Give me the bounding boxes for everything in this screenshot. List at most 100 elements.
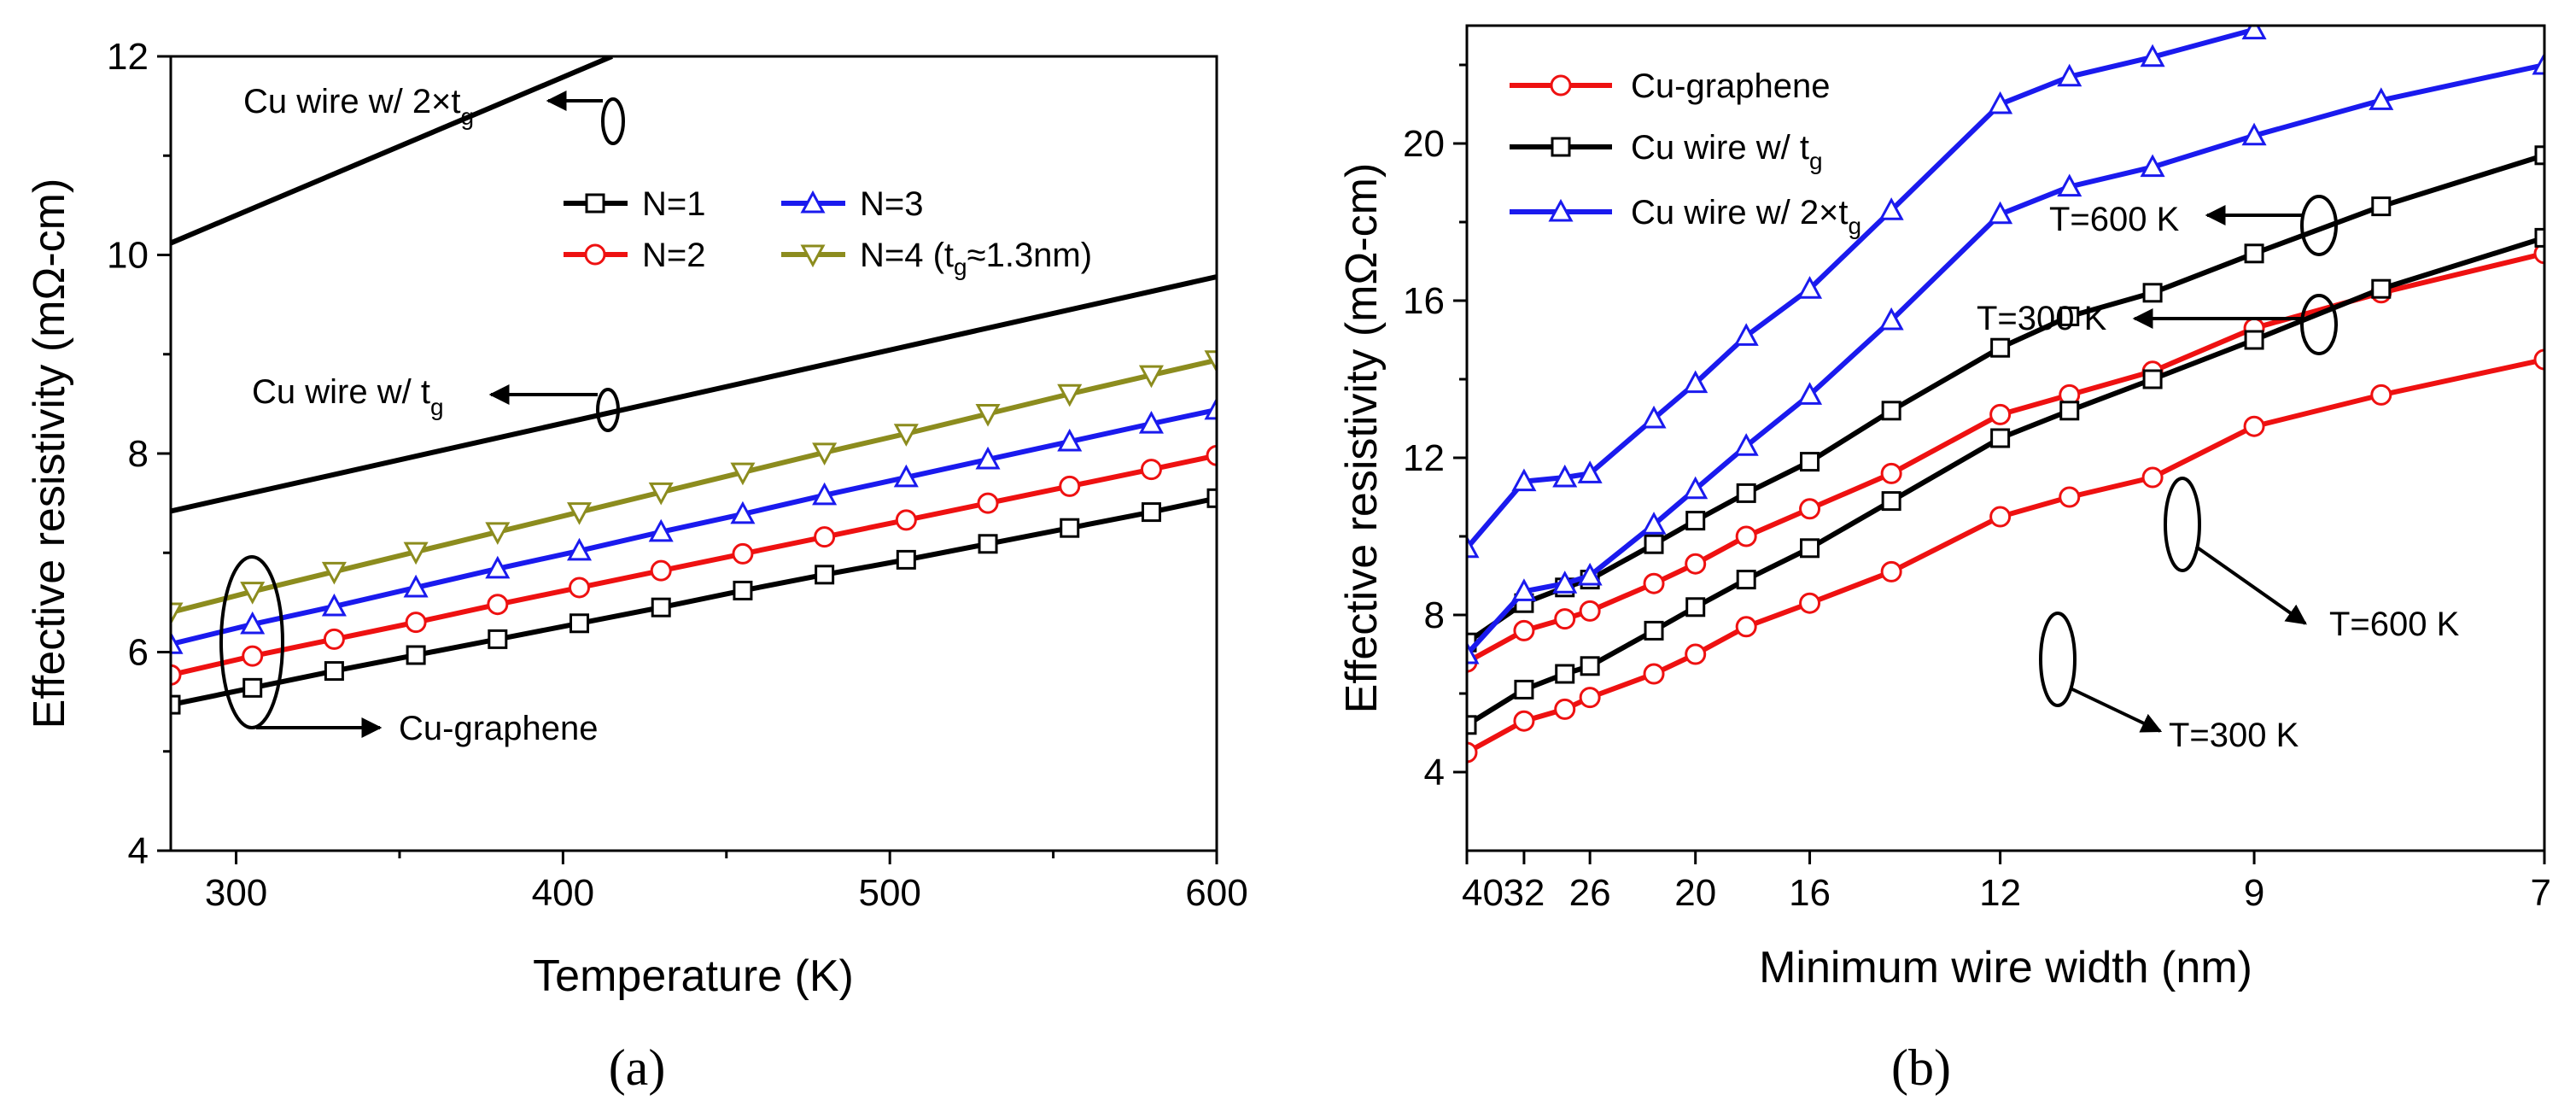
x-tick-label: 12: [1979, 872, 2021, 914]
annotation-t300-blue: T=300 K: [1977, 294, 2338, 355]
panel-a-series-cu-wire-w-tg: [171, 274, 1217, 514]
data-point: [2057, 63, 2082, 87]
y-tick-label: 4: [128, 830, 149, 872]
annotation-t300-lower: T=300 K: [2039, 612, 2299, 754]
panel-b: 40 32 26 20 16 12 9 7 4 8 12 16 20 Cu-graphene Cu wi…: [1337, 24, 2551, 1096]
y-tick-label: 8: [1424, 594, 1445, 636]
legend-label-cu-graphene: Cu-graphene: [1631, 67, 1831, 105]
panel-b-y-axis-label: Effective resistivity (mΩ-cm): [1337, 163, 1387, 714]
data-point: [1577, 460, 1603, 483]
data-point: [1735, 525, 1757, 547]
data-point: [651, 597, 671, 618]
data-point: [1800, 452, 1820, 472]
data-point: [485, 555, 511, 579]
data-point: [566, 502, 593, 525]
data-point: [2059, 486, 2081, 508]
data-point: [321, 593, 347, 617]
data-point: [1990, 428, 2011, 448]
data-point: [1513, 710, 1535, 732]
x-tick-label: 20: [1674, 872, 1716, 914]
data-point: [650, 559, 672, 582]
annotation-t600-lower-label: T=600 K: [2329, 606, 2460, 643]
data-point: [893, 464, 919, 488]
data-point: [2371, 196, 2392, 217]
data-point: [1511, 578, 1537, 601]
panel-b-series-cu-wire-w-2-tg-t-300-k: [1467, 51, 2544, 664]
annotation-t300-lower-label: T=300 K: [2169, 717, 2299, 754]
data-point: [2534, 227, 2544, 248]
data-point: [812, 482, 838, 506]
panel-b-label: (b): [1891, 1039, 1951, 1096]
data-point: [1552, 464, 1578, 488]
data-point: [1736, 570, 1756, 590]
data-point: [2141, 466, 2164, 489]
data-point: [485, 522, 511, 545]
series-line: [171, 56, 613, 246]
data-point: [815, 565, 835, 585]
data-point: [570, 613, 590, 634]
data-point: [1467, 741, 1478, 764]
series-line: [171, 357, 1217, 615]
panel-b-series-cu-wire-w-tg-t-300-k: [1467, 227, 2544, 735]
data-point: [733, 580, 753, 600]
legend-label-n3: N=3: [860, 185, 924, 223]
data-point: [895, 509, 917, 531]
series-line: [171, 274, 1217, 514]
data-point: [2371, 278, 2392, 299]
panel-a-series-n-3: [171, 396, 1217, 654]
panel-a-legend: N=1 N=3 N=2 N=4 (tg≈1.3nm): [564, 185, 1092, 280]
series-line: [171, 453, 1217, 678]
data-point: [566, 537, 593, 561]
data-point: [488, 629, 508, 649]
x-tick-label: 40: [1462, 872, 1504, 914]
data-point: [2243, 415, 2265, 437]
data-point: [2142, 283, 2163, 303]
x-tick-label: 300: [205, 872, 267, 914]
data-point: [2532, 51, 2544, 75]
panel-a-y-axis-label: Effective resistivity (mΩ-cm): [25, 179, 74, 729]
x-tick-label: 26: [1569, 872, 1611, 914]
legend-label-cu-wire-2tg: Cu wire w/ 2×tg: [1631, 194, 1861, 239]
data-point: [1644, 620, 1664, 641]
data-point: [487, 594, 509, 616]
annotation-cu-wire-2tg-label: Cu wire w/ 2×tg: [243, 83, 474, 130]
data-point: [2057, 173, 2082, 197]
data-point: [1733, 433, 1759, 456]
data-point: [1800, 538, 1820, 559]
legend-entry-cu-wire-2tg: Cu wire w/ 2×tg: [1510, 194, 1861, 239]
panel-a-series-n-4-tg-1-3nm: [171, 350, 1217, 626]
data-point: [321, 561, 347, 585]
data-point: [1988, 91, 2013, 114]
data-point: [1204, 350, 1217, 373]
data-point: [1685, 643, 1707, 665]
legend-label-cu-wire-tg: Cu wire w/ tg: [1631, 129, 1823, 174]
x-tick-label: 9: [2244, 872, 2264, 914]
annotation-cu-graphene: Cu-graphene: [219, 555, 599, 747]
annotation-t300-blue-label: T=300 K: [1977, 300, 2107, 337]
data-point: [1878, 307, 1904, 331]
data-point: [893, 424, 919, 447]
data-point: [1511, 468, 1537, 492]
data-point: [1057, 383, 1083, 407]
legend-entry-n3: N=3: [781, 185, 924, 223]
data-point: [2140, 44, 2165, 67]
data-point: [1643, 663, 1665, 685]
panel-a-label: (a): [609, 1039, 666, 1096]
data-point: [1735, 616, 1757, 638]
panel-b-series-cu-graphene-t-300-k: [1467, 348, 2544, 764]
legend-entry-cu-graphene: Cu-graphene: [1510, 67, 1831, 105]
data-point: [1685, 597, 1706, 618]
panel-b-series-cu-wire-w-2-tg-t-600-k: [1467, 26, 2267, 559]
data-point: [406, 645, 426, 665]
data-point: [1881, 401, 1901, 421]
data-point: [2369, 87, 2394, 110]
annotation-t600-blue: T=600 K: [2049, 195, 2338, 256]
data-point: [1643, 572, 1665, 594]
data-point: [171, 602, 184, 626]
y-tick-label: 8: [128, 433, 149, 475]
data-point: [1685, 553, 1707, 575]
data-point: [1467, 535, 1480, 559]
data-point: [1206, 444, 1217, 466]
y-tick-label: 20: [1403, 123, 1445, 165]
x-tick-label: 32: [1503, 872, 1545, 914]
